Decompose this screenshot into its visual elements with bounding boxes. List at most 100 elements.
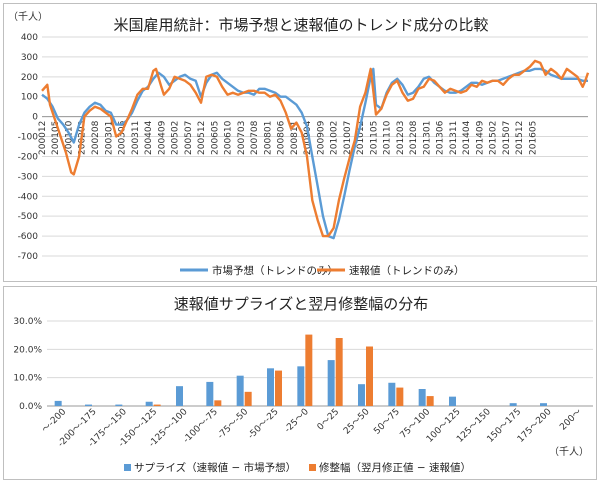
line-x-tick-label: 201203 [396,121,406,155]
line-chart: 400 300 200 100 0 -100 -200 -300 -400 -500 -600 -70… [8,11,590,277]
bar-chart-unit-label: （千人） [549,446,589,458]
bar-chart-title: 速報値サプライズと翌月修整幅の分布 [174,295,429,313]
line-x-tick-label: 201404 [462,120,472,155]
line-y-tick-label: -100 [18,133,39,143]
series-line-preliminary [41,59,590,238]
bar-series-group [54,334,547,406]
line-x-tick-label: 201012 [356,121,366,155]
line-x-tick-label: 200306 [118,120,128,155]
line-x-tick-label: 200208 [91,120,101,155]
line-x-tick-label: 201301 [422,121,432,155]
line-x-tick-label: 201512 [515,121,525,155]
line-x-tick-label: 200507 [184,121,194,155]
line-gridlines [42,36,588,257]
bar-surprise [327,360,335,406]
line-chart-panel: 400 300 200 100 0 -100 -200 -300 -400 -500 -600 -70… [3,3,597,282]
bar-revision [275,370,282,406]
bar-surprise [176,386,183,406]
line-x-tick-label: 200012 [38,121,48,155]
line-x-tick-label: 201409 [475,120,485,155]
line-y-tick-label: -400 [18,192,39,202]
legend-label-forecast: 市場予想（トレンドのみ） [212,264,338,277]
bar-surprise [358,384,365,406]
bar-surprise [206,381,214,406]
line-y-tick-label: 100 [21,93,38,103]
bar-revision [244,391,252,406]
line-y-axis-ticks: 400 300 200 100 0 -100 -200 -300 -400 -500 -600 -70… [18,33,39,262]
line-x-tick-label: 201105 [369,121,379,155]
bar-surprise [145,401,153,406]
line-y-tick-label: -500 [18,212,39,222]
bar-x-tick-label: ～-200 [40,407,68,435]
line-x-tick-label: 200605 [210,121,220,155]
bar-surprise [267,368,274,406]
bar-x-tick-label: -75～-50 [216,407,250,441]
bar-x-tick-label: 50～75 [372,407,402,437]
line-x-tick-label: 200105 [51,121,61,155]
bar-revision [426,396,434,406]
bar-legend: サプライズ（速報値 − 市場予想） 修整幅（翌月修正値 − 速報値） [124,461,471,474]
line-legend: 市場予想（トレンドのみ） 速報値（トレンドのみ） [180,264,465,277]
line-x-tick-label: 200610 [224,120,234,155]
line-x-tick-label: 200801 [263,121,273,155]
line-y-tick-label: 300 [21,53,38,63]
line-x-tick-label: 200512 [197,121,207,155]
bar-revision [335,338,343,406]
line-x-tick-label: 200311 [131,121,141,155]
bar-y-tick-label: 20.0% [13,345,42,355]
bar-surprise [85,404,92,406]
legend-swatch-surprise [124,464,131,471]
line-x-tick-label: 200502 [171,121,181,155]
bar-surprise [388,382,396,406]
line-x-tick-label: 200409 [157,120,167,155]
bar-x-tick-label: -50～-25 [246,407,280,441]
legend-label-revision: 修整幅（翌月修正値 − 速報値） [319,461,471,474]
line-x-tick-label: 201002 [330,121,340,155]
line-x-tick-label: 200909 [316,120,326,155]
bar-x-tick-label: 200～ [558,407,584,433]
line-x-tick-label: 200806 [277,120,287,155]
bar-x-tick-label: 0～25 [316,407,342,433]
line-x-tick-label: 200110 [65,120,75,155]
line-x-tick-label: 201311 [449,121,459,155]
line-series-group [41,59,590,240]
bar-surprise [418,389,426,406]
line-y-tick-label: -600 [18,232,39,242]
bar-revision [396,387,404,406]
line-x-tick-label: 200301 [104,121,114,155]
series-line-forecast [41,67,588,240]
line-y-tick-label: -300 [18,172,39,182]
bar-x-tick-label: -25～0 [283,407,311,435]
line-x-tick-label: 201110 [383,120,393,155]
legend-label-preliminary: 速報値（トレンドのみ） [349,264,465,277]
bar-surprise [540,403,547,406]
line-x-tick-label: 201502 [489,121,499,155]
line-x-tick-label: 201605 [528,121,538,155]
bar-y-tick-label: 0.0% [19,402,42,412]
line-x-tick-label: 200404 [144,120,154,155]
line-x-tick-label: 200703 [237,121,247,155]
bar-surprise [54,400,62,406]
legend-swatch-revision [309,464,316,471]
bar-surprise [297,366,305,406]
line-chart-unit-label: （千人） [8,11,48,23]
bar-revision [366,346,373,406]
bar-x-axis-ticks: ～-200-200～-175-175～-150-150～-125-125～-10… [40,407,584,450]
bar-revision [214,400,222,406]
bar-x-tick-label: 25～50 [342,407,372,437]
legend-label-surprise: サプライズ（速報値 − 市場予想） [134,461,296,474]
line-y-tick-label: -700 [18,252,39,262]
bar-surprise [509,403,517,406]
bar-y-tick-label: 10.0% [13,374,42,384]
line-x-tick-label: 201507 [502,121,512,155]
bar-revision [305,334,313,406]
line-chart-title: 米国雇用統計：市場予想と速報値のトレンド成分の比較 [113,16,488,34]
line-y-tick-label: -200 [18,152,39,162]
line-y-tick-label: 0 [32,113,38,123]
bar-surprise [236,375,244,406]
bar-gridlines [47,320,593,407]
line-x-tick-label: 200811 [290,121,300,155]
bar-chart-panel: 0.0% 10.0% 20.0% 30.0% ～-200 -200～-175 -175～-… [3,286,597,480]
line-x-tick-label: 201007 [343,121,353,155]
bar-revision [153,404,161,406]
